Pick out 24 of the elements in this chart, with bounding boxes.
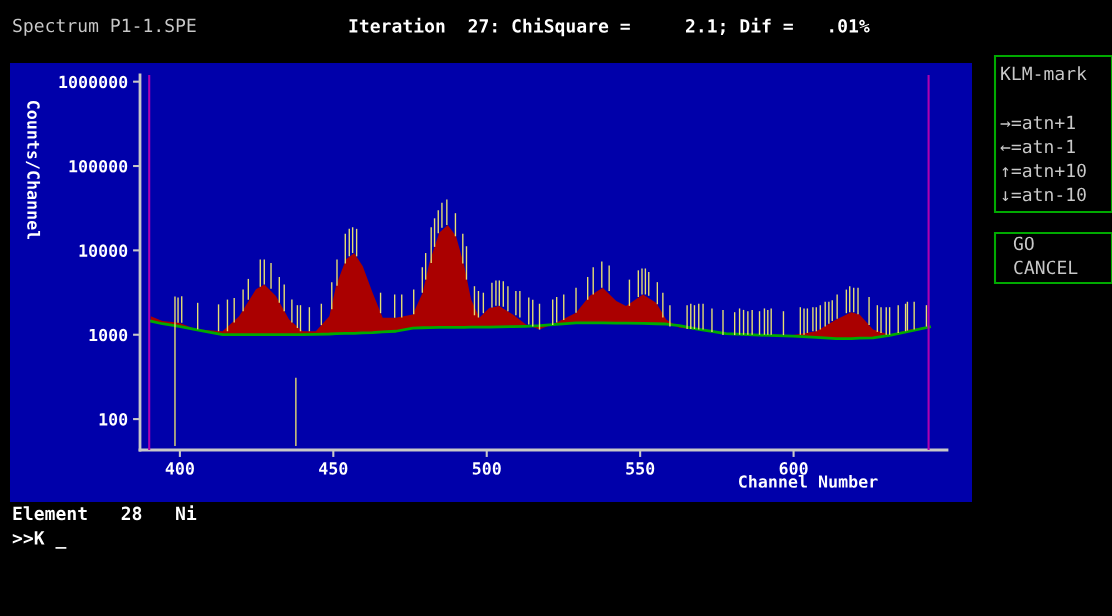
y-tick-label: 10000 (79, 244, 128, 257)
text: >>K _ (12, 531, 67, 549)
text: ←=atn-1 (1000, 139, 1075, 154)
x-tick-label: 500 (472, 462, 501, 475)
text: KLM-mark (1001, 66, 1087, 81)
x-axis-title: Channel Number (739, 474, 878, 488)
text: GO (1013, 236, 1034, 251)
text: →=atn+1 (1000, 115, 1075, 130)
x-tick-label: 450 (319, 462, 348, 475)
text: ↑=atn+10 (1002, 163, 1086, 178)
y-tick-label: 100 (99, 413, 128, 426)
x-tick-label: 550 (626, 462, 655, 475)
text: CANCEL (1014, 260, 1078, 275)
y-axis-title: Counts/Channel (25, 101, 41, 240)
y-tick-label: 100000 (69, 159, 128, 173)
y-tick-label: 1000000 (59, 75, 128, 89)
chart-title: Spectrum P1-1.SPE (13, 18, 196, 36)
y-tick-label: 1000 (89, 328, 128, 342)
text: Element 28 Ni (13, 505, 197, 521)
chart-subtitle: Iteration 27: ChiSquare = 2.1; Dif = .01% (349, 17, 870, 37)
text: ↓=atn-10 (1002, 187, 1086, 202)
line-series (149, 319, 931, 340)
x-tick-label: 600 (779, 462, 808, 475)
x-tick-label: 400 (165, 462, 194, 475)
